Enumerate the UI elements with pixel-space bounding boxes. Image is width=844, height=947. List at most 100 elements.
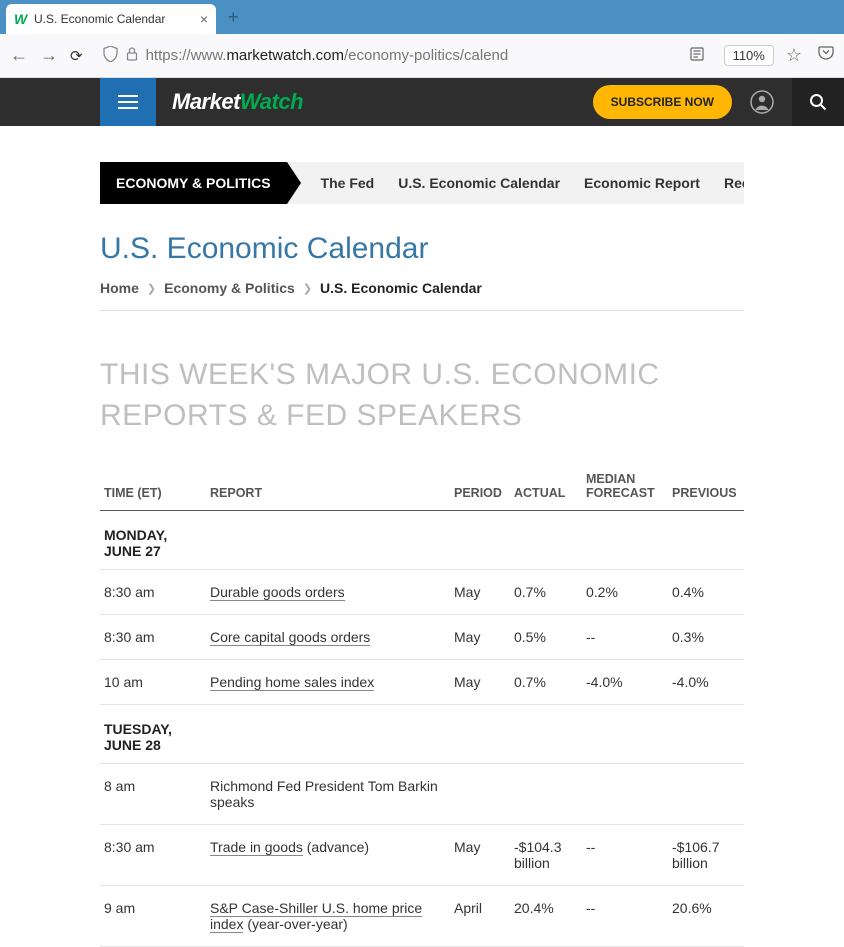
subscribe-button[interactable]: SUBSCRIBE NOW	[593, 85, 732, 119]
breadcrumb: Home ❯ Economy & Politics ❯ U.S. Economi…	[100, 280, 744, 296]
subnav-item[interactable]: Economic Report	[572, 175, 712, 191]
browser-tab[interactable]: W U.S. Economic Calendar ×	[6, 4, 216, 34]
subnav-item[interactable]: U.S. Economic Calendar	[386, 175, 572, 191]
col-header-forecast: MEDIAN FORECAST	[582, 466, 668, 511]
table-row: 8:30 amCore capital goods orders May0.5%-…	[100, 615, 744, 660]
cell-report: Durable goods orders	[206, 570, 450, 615]
chevron-right-icon: ❯	[303, 282, 312, 295]
close-tab-icon[interactable]: ×	[200, 11, 208, 27]
browser-tab-bar: W U.S. Economic Calendar × +	[0, 0, 844, 34]
day-label: TUESDAY,JUNE 28	[100, 705, 744, 764]
cell-forecast: --	[582, 615, 668, 660]
menu-button[interactable]	[100, 78, 156, 126]
cell-previous	[668, 764, 744, 825]
divider	[100, 310, 744, 311]
table-row: 8 amRichmond Fed President Tom Barkin sp…	[100, 764, 744, 825]
forward-button[interactable]: →	[40, 45, 58, 66]
cell-actual: 20.4%	[510, 886, 582, 947]
cell-report: Core capital goods orders	[206, 615, 450, 660]
browser-toolbar: ← → ⟳ https://www.marketwatch.com/econom…	[0, 34, 844, 78]
site-logo[interactable]: MarketWatch	[172, 89, 303, 115]
reload-button[interactable]: ⟳	[70, 47, 83, 65]
cell-actual: 0.5%	[510, 615, 582, 660]
cell-forecast: -4.0%	[582, 660, 668, 705]
cell-report: Richmond Fed President Tom Barkin speaks	[206, 764, 450, 825]
table-row: 10 amPending home sales indexMay0.7%-4.0…	[100, 660, 744, 705]
report-suffix: (year-over-year)	[243, 916, 347, 932]
report-text: Richmond Fed President Tom Barkin speaks	[210, 778, 438, 810]
cell-time: 8:30 am	[100, 615, 206, 660]
report-link[interactable]: Trade in goods	[210, 839, 303, 856]
cell-time: 8:30 am	[100, 570, 206, 615]
cell-previous: -$106.7 billion	[668, 825, 744, 886]
cell-forecast: --	[582, 825, 668, 886]
cell-time: 8:30 am	[100, 825, 206, 886]
subnav-active[interactable]: ECONOMY & POLITICS	[100, 162, 287, 204]
site-header: MarketWatch SUBSCRIBE NOW	[0, 78, 844, 126]
breadcrumb-current: U.S. Economic Calendar	[320, 280, 482, 296]
logo-part1: Market	[172, 89, 240, 114]
cell-period: May	[450, 615, 510, 660]
subnav-item[interactable]: The Fed	[309, 175, 387, 191]
cell-forecast: 0.2%	[582, 570, 668, 615]
cell-time: 10 am	[100, 660, 206, 705]
col-header-previous: PREVIOUS	[668, 466, 744, 511]
report-suffix: (advance)	[303, 839, 369, 855]
day-header-row: TUESDAY,JUNE 28	[100, 705, 744, 764]
col-header-actual: ACTUAL	[510, 466, 582, 511]
cell-actual: 0.7%	[510, 570, 582, 615]
account-icon[interactable]	[750, 90, 774, 114]
pocket-icon[interactable]	[818, 46, 834, 65]
report-link[interactable]: Pending home sales index	[210, 674, 374, 691]
economic-calendar-table: TIME (ET) REPORT PERIOD ACTUAL MEDIAN FO…	[100, 466, 744, 947]
cell-period	[450, 764, 510, 825]
url-path: /economy-politics/calend	[344, 47, 508, 64]
zoom-level[interactable]: 110%	[724, 45, 774, 66]
favicon-icon: W	[14, 12, 28, 26]
cell-time: 8 am	[100, 764, 206, 825]
report-link[interactable]: Core capital goods orders	[210, 629, 370, 646]
section-title: THIS WEEK'S MAJOR U.S. ECONOMIC REPORTS …	[100, 355, 744, 436]
cell-period: May	[450, 660, 510, 705]
col-header-time: TIME (ET)	[100, 466, 206, 511]
url-prefix: https://www.	[146, 47, 227, 64]
shield-icon[interactable]	[103, 46, 118, 66]
cell-period: May	[450, 825, 510, 886]
cell-period: April	[450, 886, 510, 947]
url-bar[interactable]: https://www.marketwatch.com/economy-poli…	[95, 46, 712, 66]
search-icon	[809, 93, 827, 111]
cell-report: Trade in goods (advance)	[206, 825, 450, 886]
cell-actual	[510, 764, 582, 825]
table-row: 8:30 amTrade in goods (advance)May-$104.…	[100, 825, 744, 886]
cell-previous: -4.0%	[668, 660, 744, 705]
cell-time: 9 am	[100, 886, 206, 947]
cell-forecast	[582, 764, 668, 825]
url-domain: marketwatch.com	[226, 47, 344, 64]
reader-mode-icon[interactable]	[690, 47, 704, 65]
col-header-report: REPORT	[206, 466, 450, 511]
sub-navigation: ECONOMY & POLITICS The Fed U.S. Economic…	[100, 162, 744, 204]
day-label: MONDAY,JUNE 27	[100, 511, 744, 570]
cell-actual: -$104.3 billion	[510, 825, 582, 886]
cell-previous: 0.3%	[668, 615, 744, 660]
table-row: 9 amS&P Case-Shiller U.S. home price ind…	[100, 886, 744, 947]
col-header-period: PERIOD	[450, 466, 510, 511]
new-tab-button[interactable]: +	[216, 7, 251, 28]
bookmark-icon[interactable]: ☆	[786, 45, 802, 66]
cell-previous: 0.4%	[668, 570, 744, 615]
subnav-item[interactable]: Recovery Tracker	[712, 175, 744, 191]
cell-period: May	[450, 570, 510, 615]
back-button[interactable]: ←	[10, 45, 28, 66]
breadcrumb-item[interactable]: Home	[100, 280, 139, 296]
table-row: 8:30 amDurable goods orders May0.7%0.2%0.…	[100, 570, 744, 615]
cell-previous: 20.6%	[668, 886, 744, 947]
lock-icon	[126, 47, 138, 65]
breadcrumb-item[interactable]: Economy & Politics	[164, 280, 295, 296]
chevron-right-icon: ❯	[147, 282, 156, 295]
search-button[interactable]	[792, 78, 844, 126]
report-link[interactable]: Durable goods orders	[210, 584, 345, 601]
day-header-row: MONDAY,JUNE 27	[100, 511, 744, 570]
url-text: https://www.marketwatch.com/economy-poli…	[146, 47, 682, 64]
cell-actual: 0.7%	[510, 660, 582, 705]
hamburger-icon	[118, 95, 138, 109]
